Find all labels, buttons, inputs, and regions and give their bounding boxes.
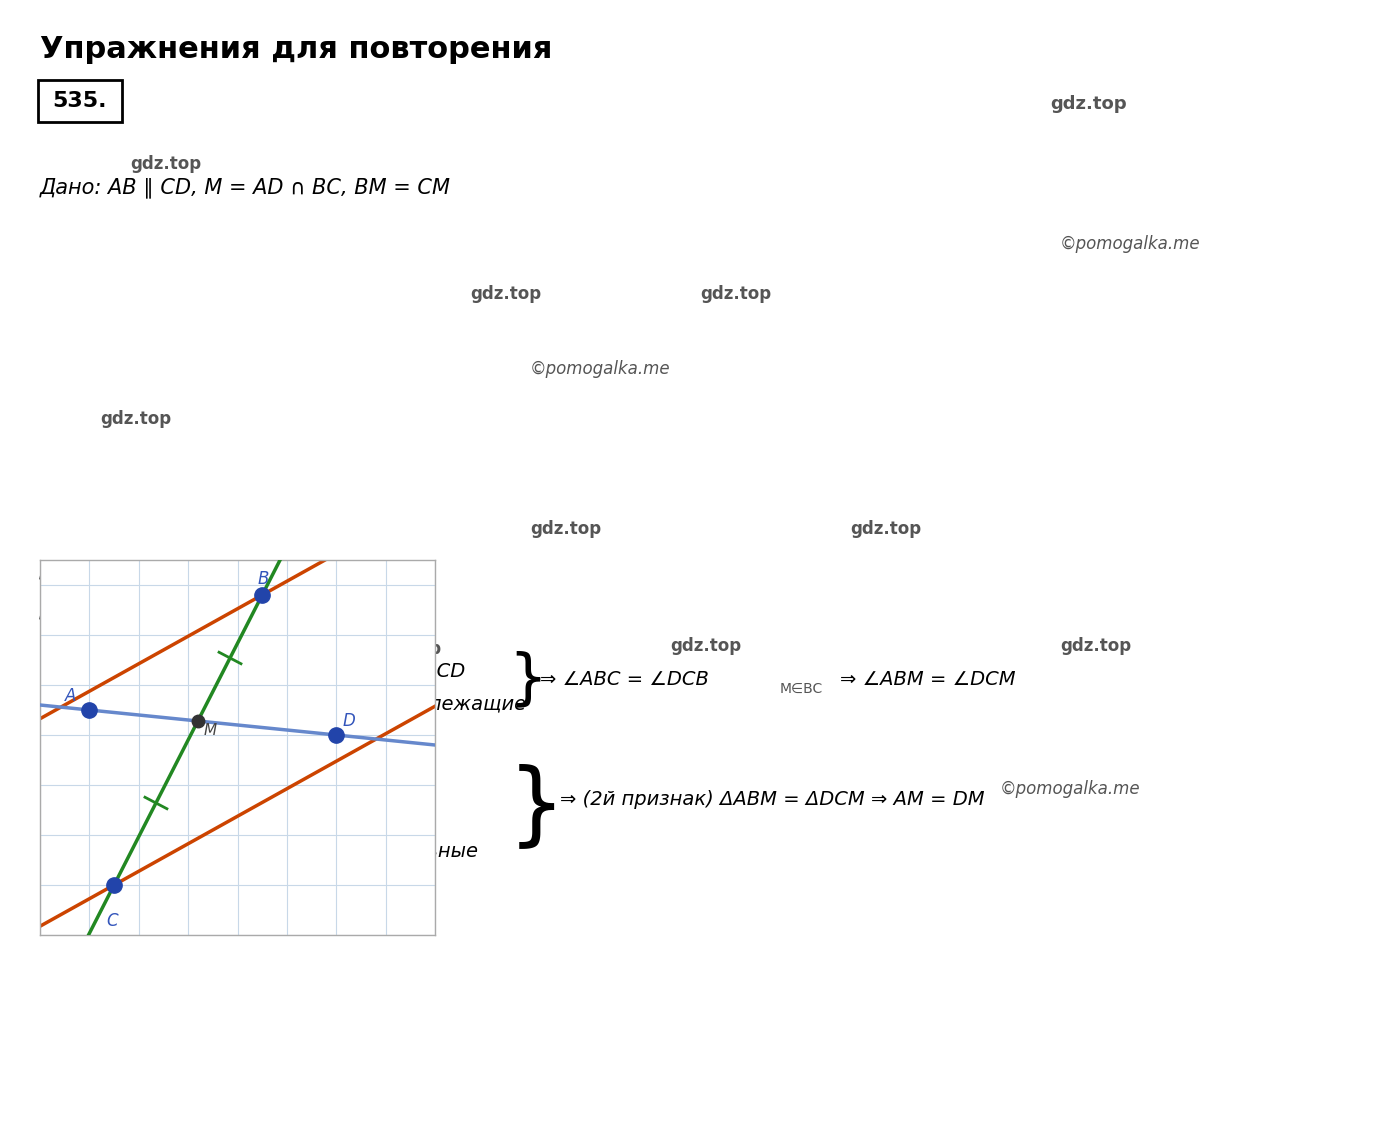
Text: Доказать: AM = DM: Доказать: AM = DM bbox=[41, 560, 253, 580]
Text: D: D bbox=[342, 712, 356, 730]
Text: Что и требовалось доказать. ◦: Что и требовалось доказать. ◦ bbox=[41, 890, 378, 911]
Text: gdz.top: gdz.top bbox=[850, 520, 921, 538]
Text: ∠ABC и ∠DCB – накрест лежащие: ∠ABC и ∠DCB – накрест лежащие bbox=[175, 695, 526, 714]
Text: C: C bbox=[106, 913, 118, 930]
Text: Доказательство:: Доказательство: bbox=[41, 600, 224, 620]
Text: gdz.top: gdz.top bbox=[531, 520, 601, 538]
Text: gdz.top: gdz.top bbox=[700, 285, 771, 303]
Text: gdz.top: gdz.top bbox=[130, 155, 202, 173]
Text: gdz.top: gdz.top bbox=[1060, 637, 1131, 655]
Text: gdz.top: gdz.top bbox=[370, 640, 441, 658]
Text: ∠AMB = ∠DMC – вертикальные: ∠AMB = ∠DMC – вертикальные bbox=[155, 842, 477, 861]
Text: ©pomogalka.me: ©pomogalka.me bbox=[531, 360, 671, 379]
Text: M∈BC: M∈BC bbox=[780, 683, 823, 696]
Text: BC – секущая для AB ∥ CD: BC – секущая для AB ∥ CD bbox=[200, 662, 465, 681]
Text: Рассмотрим ΔABM и ΔDCM:: Рассмотрим ΔABM и ΔDCM: bbox=[41, 734, 335, 755]
Text: ©pomogalka.me: ©pomogalka.me bbox=[1060, 235, 1201, 253]
Text: B: B bbox=[258, 570, 269, 588]
Text: •: • bbox=[41, 642, 52, 662]
FancyBboxPatch shape bbox=[38, 80, 122, 122]
Text: ⇒ ∠ABC = ∠DCB: ⇒ ∠ABC = ∠DCB bbox=[540, 670, 708, 689]
Text: Упражнения для повторения: Упражнения для повторения bbox=[41, 35, 553, 64]
Text: gdz.top: gdz.top bbox=[99, 410, 171, 428]
Text: ⇒ (2й признак) ΔABM = ΔDCM ⇒ AM = DM: ⇒ (2й признак) ΔABM = ΔDCM ⇒ AM = DM bbox=[560, 790, 984, 809]
Text: BM = CM: BM = CM bbox=[251, 770, 340, 789]
Text: 535.: 535. bbox=[53, 92, 108, 111]
Text: gdz.top: gdz.top bbox=[1050, 95, 1127, 113]
Text: gdz.top: gdz.top bbox=[470, 285, 542, 303]
Text: ⇒ ∠ABM = ∠DCM: ⇒ ∠ABM = ∠DCM bbox=[840, 670, 1015, 689]
Text: Дано: AB ∥ CD, M = AD ∩ BC, BM = CM: Дано: AB ∥ CD, M = AD ∩ BC, BM = CM bbox=[41, 177, 451, 198]
Text: ©pomogalka.me: ©pomogalka.me bbox=[1000, 780, 1141, 798]
Text: gdz.top: gdz.top bbox=[671, 637, 741, 655]
Text: }: } bbox=[508, 763, 566, 851]
Text: }: } bbox=[508, 651, 547, 710]
Text: ∠ABM = ∠DCM: ∠ABM = ∠DCM bbox=[216, 805, 368, 824]
Text: M: M bbox=[204, 723, 217, 739]
Text: A: A bbox=[64, 687, 76, 705]
